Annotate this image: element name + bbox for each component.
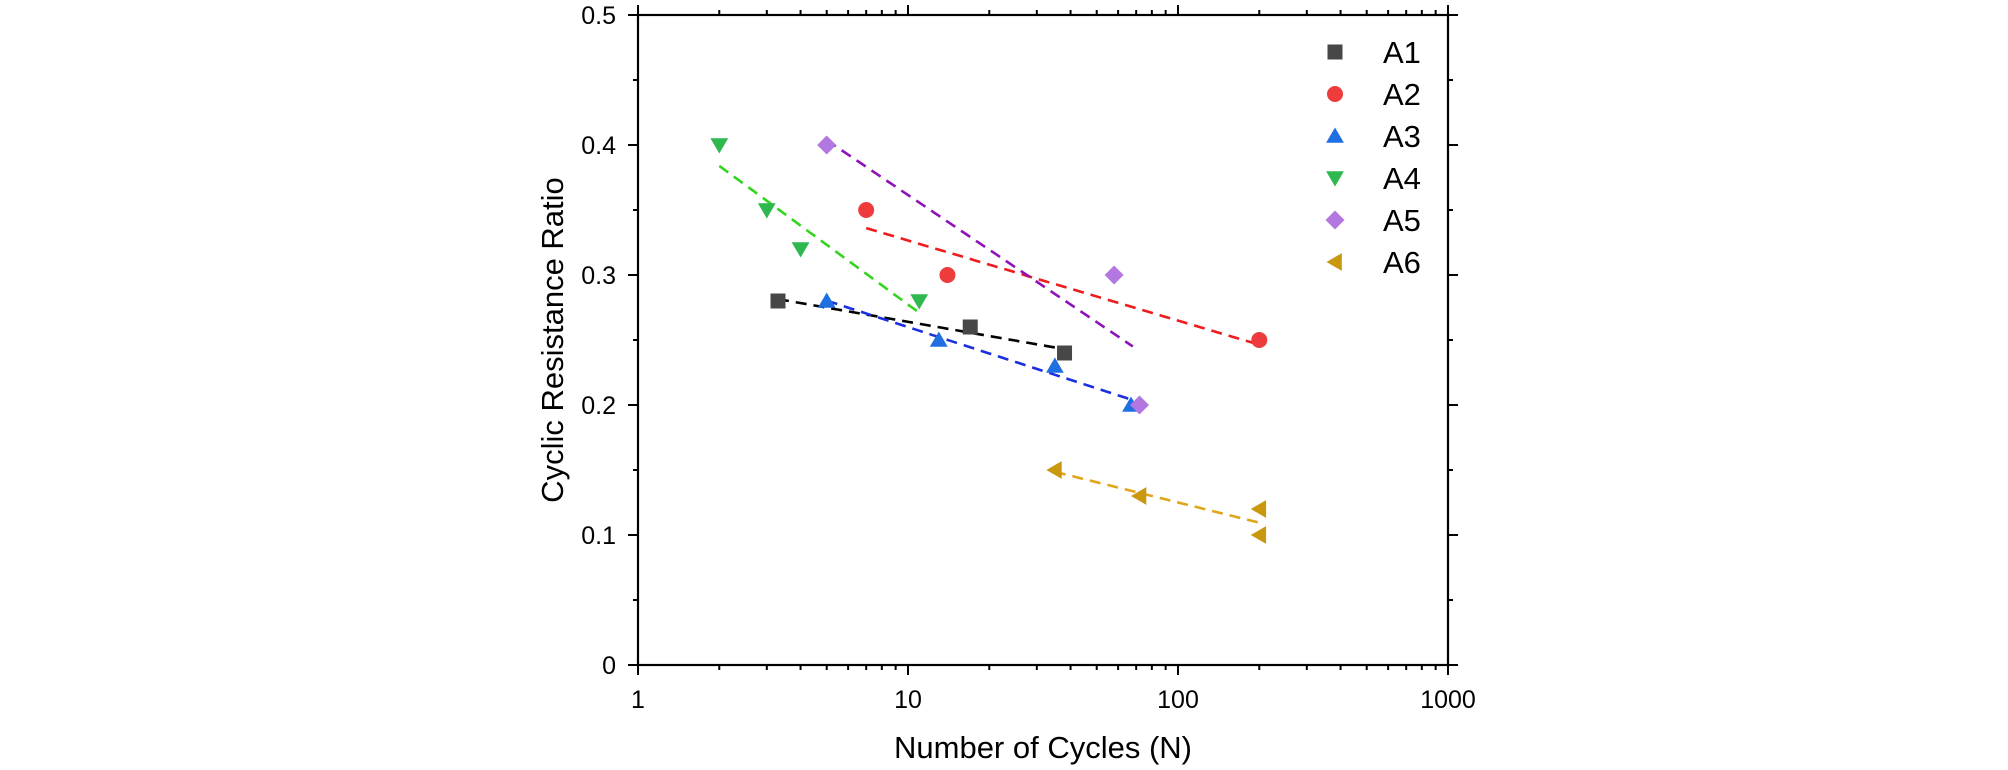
data-point-a3: [1046, 357, 1064, 373]
y-tick-label: 0.1: [581, 522, 616, 550]
data-point-a2: [1251, 332, 1268, 348]
legend-label-a5: A5: [1383, 203, 1421, 238]
legend-marker-a2: [1327, 86, 1343, 102]
data-point-a1: [962, 319, 978, 335]
data-point-a6: [1250, 500, 1267, 518]
data-point-a6: [1131, 487, 1147, 505]
legend-marker-a1: [1327, 44, 1343, 60]
legend-label-a4: A4: [1383, 161, 1421, 196]
x-tick-label: 1000: [1420, 686, 1476, 714]
legend-label-a6: A6: [1383, 245, 1421, 280]
x-tick-label: 100: [1157, 686, 1199, 714]
data-point-a1: [770, 293, 786, 309]
x-axis-ticks: 1 10 100 1000: [631, 5, 1476, 714]
trend-line-a5: [825, 139, 1134, 348]
trend-line-a1: [777, 297, 1065, 351]
data-points: [710, 135, 1268, 544]
data-point-a4: [710, 138, 729, 154]
y-tick-label: 0.3: [581, 262, 616, 290]
x-tick-label: 10: [894, 686, 922, 714]
legend-marker-a4: [1326, 171, 1344, 187]
y-tick-label: 0.4: [581, 132, 616, 160]
legend-marker-a3: [1326, 127, 1344, 143]
y-tick-label: 0: [602, 652, 616, 680]
legend-marker-a6: [1326, 253, 1342, 271]
data-point-a4: [910, 294, 929, 310]
x-tick-label: 1: [631, 686, 645, 714]
data-point-a2: [858, 202, 875, 218]
data-point-a3: [817, 292, 836, 308]
data-point-a5: [817, 135, 837, 155]
trend-line-a4: [718, 164, 920, 314]
data-point-a5: [1130, 395, 1149, 415]
legend-label-a2: A2: [1383, 77, 1421, 112]
data-point-a6: [1046, 461, 1062, 479]
trend-line-a6: [1054, 470, 1260, 524]
legend-label-a3: A3: [1383, 119, 1421, 154]
data-point-a5: [1104, 265, 1124, 285]
y-axis-title: Cyclic Resistance Ratio: [535, 177, 570, 503]
data-point-a3: [929, 331, 948, 347]
legend-marker-a5: [1325, 210, 1345, 230]
trend-line-a2: [865, 226, 1260, 346]
y-tick-label: 0.5: [581, 2, 616, 30]
data-point-a1: [1057, 345, 1073, 361]
y-tick-label: 0.2: [581, 392, 616, 420]
data-point-a2: [939, 267, 956, 283]
legend-label-a1: A1: [1383, 35, 1421, 70]
data-point-a4: [757, 203, 776, 219]
plot-frame: [636, 13, 1450, 667]
data-point-a6: [1250, 526, 1267, 544]
y-axis-ticks: 0 0.1 0.2 0.3 0.4 0.5: [581, 2, 1458, 680]
legend: A1 A2 A3 A4 A5 A6: [1325, 35, 1421, 280]
data-point-a4: [791, 242, 810, 258]
trend-lines: [718, 139, 1260, 524]
x-axis-title: Number of Cycles (N): [894, 730, 1192, 765]
